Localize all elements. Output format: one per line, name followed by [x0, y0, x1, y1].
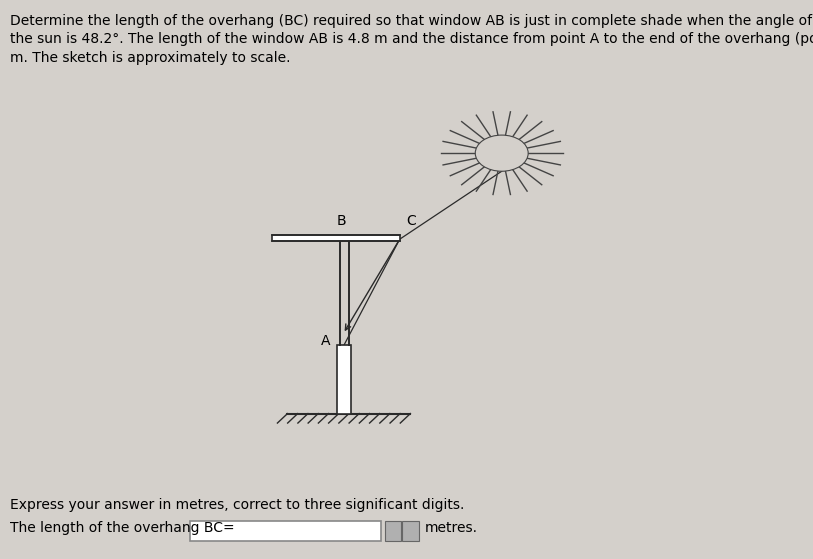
Text: metres.: metres.: [425, 521, 478, 535]
Polygon shape: [337, 345, 351, 414]
Text: C: C: [406, 214, 416, 228]
Text: B: B: [337, 214, 346, 228]
Text: The length of the overhang BC=: The length of the overhang BC=: [10, 521, 234, 535]
Text: A: A: [321, 334, 330, 348]
Circle shape: [476, 135, 528, 171]
Text: Determine the length of the overhang (BC) required so that window AB is just in : Determine the length of the overhang (BC…: [10, 14, 813, 65]
Polygon shape: [272, 235, 400, 241]
Text: Express your answer in metres, correct to three significant digits.: Express your answer in metres, correct t…: [10, 498, 464, 511]
